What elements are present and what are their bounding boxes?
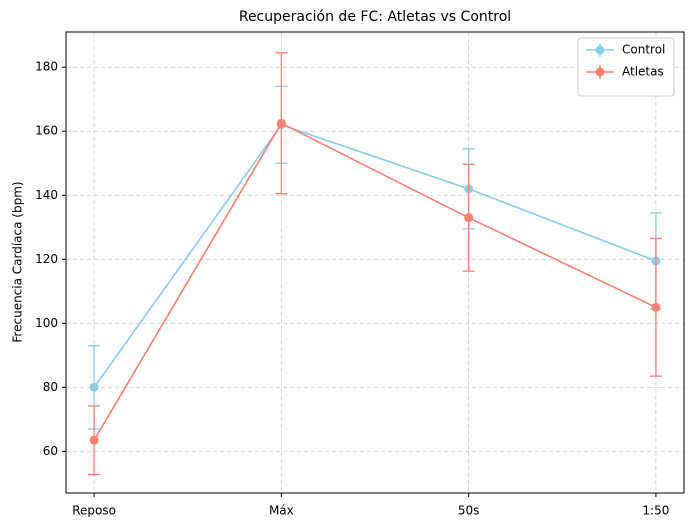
- y-tick-label: 140: [35, 188, 58, 202]
- data-point: [276, 118, 286, 128]
- legend-marker: [595, 67, 605, 77]
- y-tick-label: 80: [43, 380, 58, 394]
- y-tick-label: 160: [35, 124, 58, 138]
- y-tick-label: 60: [43, 444, 58, 458]
- chart-title: Recuperación de FC: Atletas vs Control: [239, 9, 511, 25]
- x-tick-label: 1:50: [642, 504, 669, 518]
- x-tick-label: Máx: [269, 504, 294, 518]
- data-point: [651, 302, 661, 312]
- y-tick-label: 100: [35, 316, 58, 330]
- y-tick-label: 180: [35, 60, 58, 74]
- series-line: [93, 123, 657, 388]
- series-line: [93, 122, 657, 441]
- data-point: [464, 213, 474, 223]
- plot-frame: [65, 31, 685, 494]
- legend-label: Atletas: [622, 65, 664, 79]
- y-axis-label: Frecuencia Cardíaca (bpm): [11, 181, 25, 342]
- legend-label: Control: [622, 43, 665, 57]
- x-tick-label: 50s: [458, 504, 480, 518]
- y-tick-label: 120: [35, 252, 58, 266]
- data-point: [89, 435, 99, 445]
- x-tick-label: Reposo: [72, 504, 116, 518]
- legend-marker: [595, 45, 605, 55]
- data-point: [89, 382, 99, 392]
